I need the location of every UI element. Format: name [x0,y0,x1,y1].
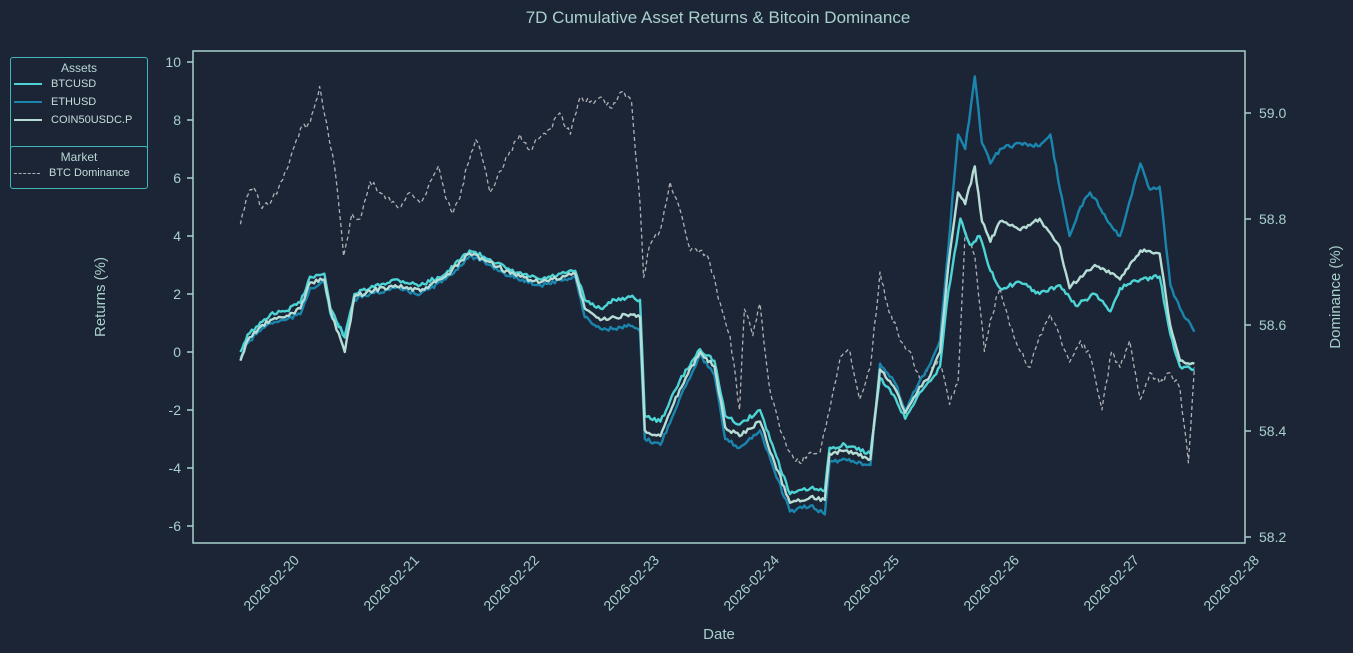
y-tick-label: 2 [173,286,181,302]
y2-tick-label: 58.6 [1259,317,1286,333]
legend-label-coin50: COIN50USDC.P [51,114,133,126]
legend-entry-coin50: COIN50USDC.P [11,111,147,129]
y2-tick-label: 59.0 [1259,105,1286,121]
x-tick-label: 2026-02-28 [1200,552,1262,614]
series-line-coin50usdc-p [239,165,1195,504]
legend-label-btc-dominance: BTC Dominance [49,167,130,179]
x-tick-label: 2026-02-24 [720,552,782,614]
series-line-btcusd [239,217,1195,496]
legend-assets-title: Assets [60,61,97,75]
legend-entry-ethusd: ETHUSD [11,93,147,111]
y-axis-label: Returns (%) [92,257,109,337]
series-layer [239,75,1196,516]
chart-title: 7D Cumulative Asset Returns & Bitcoin Do… [526,8,911,27]
series-line-ethusd [239,75,1196,516]
y-tick-label: 4 [173,228,181,244]
legend-swatch-btcusd [14,83,42,85]
y-axis-left: 10 8 6 4 2 0 -2 -4 -6 [165,54,193,534]
y-tick-label: 6 [173,170,181,186]
plot-frame [192,50,1246,544]
legend-label-btcusd: BTCUSD [51,78,97,90]
legend-entry-btc-dominance: BTC Dominance [11,164,147,182]
x-axis: 2026-02-20 2026-02-21 2026-02-22 2026-02-23… [240,552,1262,614]
x-tick-label: 2026-02-23 [600,552,662,614]
y-axis-right: 59.0 58.8 58.6 58.4 58.2 [1245,105,1286,545]
y2-tick-label: 58.8 [1259,211,1286,227]
x-tick-label: 2026-02-21 [360,552,422,614]
legend-market-title: Market [60,150,98,164]
y-tick-label: -4 [169,460,182,476]
y2-tick-label: 58.4 [1259,423,1286,439]
y-tick-label: -6 [169,518,182,534]
y-tick-label: -2 [169,402,182,418]
x-axis-label: Date [703,626,735,643]
x-tick-label: 2026-02-20 [240,552,302,614]
legend-market: Market BTC Dominance [10,146,148,189]
legend-swatch-ethusd [14,101,42,103]
legend-entry-btcusd: BTCUSD [11,75,147,93]
x-tick-label: 2026-02-27 [1080,552,1142,614]
y-tick-label: 0 [173,344,181,360]
series-line-btc-dominance [239,85,1196,465]
legend-label-ethusd: ETHUSD [51,96,97,108]
y2-tick-label: 58.2 [1259,529,1286,545]
x-tick-label: 2026-02-25 [840,552,902,614]
x-tick-label: 2026-02-26 [960,552,1022,614]
y2-axis-label: Dominance (%) [1327,245,1344,348]
x-tick-label: 2026-02-22 [480,552,542,614]
y-tick-label: 8 [173,112,181,128]
legend-swatch-btc-dominance [14,172,40,174]
y-tick-label: 10 [165,54,181,70]
legend-swatch-coin50 [14,119,42,121]
